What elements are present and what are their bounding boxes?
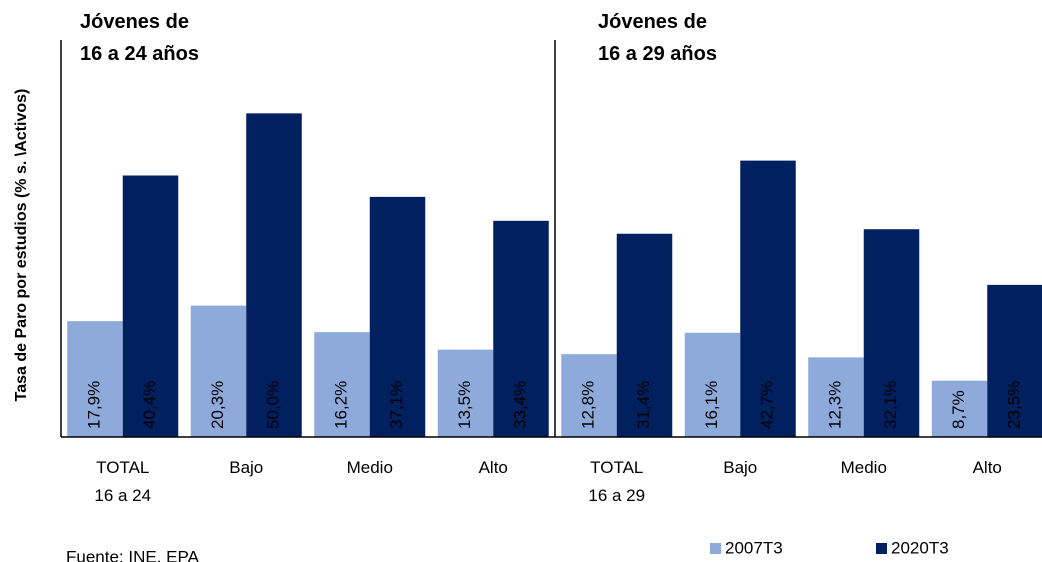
bar bbox=[931, 380, 988, 437]
value-label: 50,0% bbox=[263, 381, 282, 429]
value-label: 42,7% bbox=[757, 381, 776, 429]
value-label: 12,3% bbox=[825, 381, 844, 429]
value-label: 33,4% bbox=[510, 381, 529, 429]
legend-swatch bbox=[876, 543, 887, 554]
bar bbox=[437, 349, 494, 437]
value-label: 17,9% bbox=[84, 381, 103, 429]
x-tick-label: TOTAL 16 a 24 bbox=[94, 458, 152, 505]
bar bbox=[190, 305, 247, 437]
x-tick-label: TOTAL 16 a 29 bbox=[588, 458, 646, 505]
legend-label: 2007T3 bbox=[725, 538, 783, 557]
value-label: 12,8% bbox=[578, 381, 597, 429]
value-label: 37,1% bbox=[387, 381, 406, 429]
y-axis-label: Tasa de Paro por estudios (% s. \Activos… bbox=[13, 89, 30, 402]
x-tick-label: Bajo bbox=[723, 458, 758, 477]
value-label: 23,5% bbox=[1004, 381, 1023, 429]
x-tick-label: Alto bbox=[478, 458, 508, 477]
value-label: 40,4% bbox=[140, 381, 159, 429]
x-tick-label: Alto bbox=[972, 458, 1002, 477]
panel-title: Jóvenes de 16 a 29 años bbox=[598, 11, 717, 65]
bar bbox=[740, 160, 796, 437]
legend-swatch bbox=[710, 543, 721, 554]
value-label: 16,2% bbox=[331, 381, 350, 429]
bar bbox=[561, 354, 617, 437]
legend-label: 2020T3 bbox=[891, 538, 949, 557]
x-tick-label: Medio bbox=[346, 458, 393, 477]
value-label: 8,7% bbox=[949, 390, 968, 429]
value-label: 13,5% bbox=[455, 381, 474, 429]
value-label: 20,3% bbox=[208, 381, 227, 429]
bar bbox=[67, 321, 123, 437]
value-label: 32,1% bbox=[881, 381, 900, 429]
panel-title: Jóvenes de 16 a 24 años bbox=[80, 11, 199, 65]
bar bbox=[616, 233, 673, 437]
bar bbox=[987, 284, 1042, 437]
value-label: 31,4% bbox=[634, 381, 653, 429]
bar bbox=[314, 332, 370, 437]
x-tick-label: Medio bbox=[840, 458, 887, 477]
bar bbox=[808, 357, 864, 437]
value-label: 16,1% bbox=[702, 381, 721, 429]
bar bbox=[863, 229, 920, 437]
x-tick-label: Bajo bbox=[229, 458, 264, 477]
source: Fuente: INE, EPA bbox=[66, 547, 200, 562]
bar bbox=[122, 175, 179, 437]
bar bbox=[246, 113, 302, 437]
bar bbox=[684, 332, 741, 437]
bar bbox=[493, 220, 549, 437]
bar bbox=[369, 196, 426, 437]
